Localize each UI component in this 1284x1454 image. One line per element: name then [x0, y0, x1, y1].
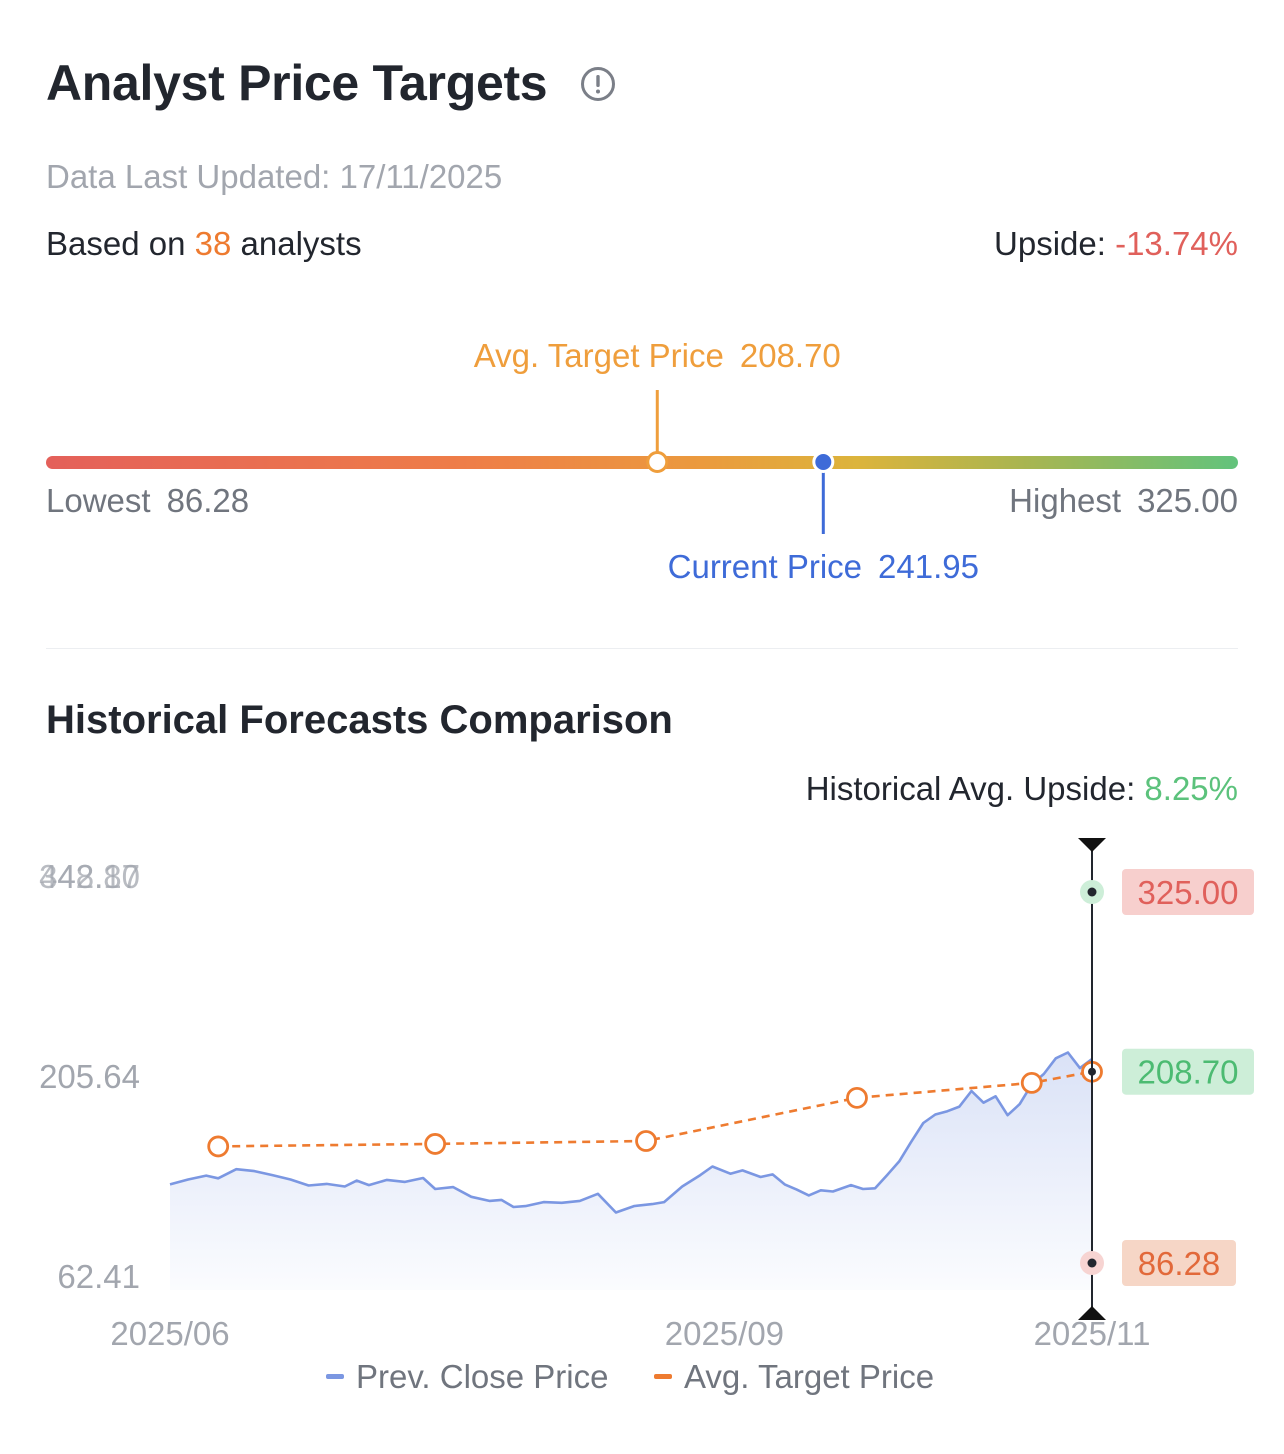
- avg-target-point[interactable]: [207, 1135, 230, 1158]
- crosshair-bottom-arrow[interactable]: [1078, 1306, 1106, 1320]
- section-divider: [46, 648, 1238, 649]
- avg-target-label: Avg. Target Price 208.70: [474, 337, 841, 375]
- range-gradient-track: [46, 456, 1238, 469]
- avg-target-points: [207, 1060, 1103, 1158]
- price-tag-avg: [1122, 1048, 1254, 1095]
- price-tag-low: [1122, 1240, 1236, 1286]
- legend-close-swatch: [326, 1374, 344, 1379]
- lowest-price: Lowest 86.28: [46, 482, 249, 520]
- avg-target-point[interactable]: [1020, 1071, 1043, 1094]
- x-tick-label: 2025/06: [110, 1315, 229, 1352]
- crosshair-top-arrow[interactable]: [1078, 838, 1106, 852]
- info-icon[interactable]: [580, 66, 616, 102]
- chart-legend: Prev. Close Price Avg. Target Price: [326, 1358, 934, 1395]
- current-price-label-text: Current Price: [667, 548, 863, 585]
- y-tick-label-top: 348.87: [39, 858, 140, 895]
- x-tick-label: 2025/09: [665, 1315, 784, 1352]
- lowest-value: 86.28: [166, 482, 250, 519]
- legend-target-swatch: [654, 1374, 672, 1379]
- y-tick-label-top: 442.10: [39, 858, 140, 895]
- current-price-label: Current Price 241.95: [668, 548, 979, 586]
- low-dot: [1087, 1258, 1097, 1268]
- price-tag-avg-text: 208.70: [1138, 1054, 1239, 1091]
- upside-label: Upside:: [994, 225, 1106, 262]
- history-title: Historical Forecasts Comparison: [46, 698, 673, 742]
- based-suffix: analysts: [240, 225, 362, 262]
- y-tick-label: 62.41: [57, 1258, 140, 1295]
- analyst-count-text: Based on 38 analysts: [46, 225, 362, 263]
- x-axis: 2025/06 2025/09 2025/11: [110, 1315, 1150, 1352]
- page-title: Analyst Price Targets: [46, 55, 548, 111]
- current-price-value: 241.95: [878, 548, 979, 585]
- crosshair[interactable]: [1078, 838, 1106, 1320]
- last-updated-value: 17/11/2025: [339, 158, 503, 195]
- avg-target-label-text: Avg. Target Price: [473, 337, 724, 374]
- close-price-line: [169, 1051, 1093, 1214]
- price-tag-high-text: 325.00: [1138, 874, 1239, 911]
- y-tick-label: 205.64: [39, 1058, 140, 1095]
- lowest-label: Lowest: [46, 482, 151, 519]
- last-updated: Data Last Updated: 17/11/2025: [46, 158, 502, 196]
- legend-close-label: Prev. Close Price: [356, 1358, 608, 1395]
- avg-target-point[interactable]: [846, 1086, 868, 1109]
- highest-value: 325.00: [1137, 482, 1238, 519]
- avg-target-point[interactable]: [635, 1130, 657, 1152]
- high-dot: [1087, 887, 1097, 897]
- avg-target-point[interactable]: [424, 1133, 447, 1155]
- upside-text: Upside: -13.74%: [994, 225, 1238, 263]
- price-range-bar: [46, 390, 1238, 534]
- highest-label: Highest: [1009, 482, 1122, 519]
- analyst-count: 38: [194, 225, 232, 262]
- highest-price: Highest 325.00: [1009, 482, 1238, 520]
- price-tag-high: [1122, 869, 1254, 915]
- historical-upside-value: 8.25%: [1144, 770, 1238, 807]
- x-tick-label: 2025/11: [1034, 1315, 1151, 1352]
- last-updated-label: Data Last Updated:: [46, 158, 331, 195]
- legend-target-label: Avg. Target Price: [684, 1358, 934, 1395]
- avg-target-value: 208.70: [739, 337, 841, 374]
- price-tag-low-text: 86.28: [1138, 1245, 1221, 1282]
- historical-upside-label: Historical Avg. Upside:: [805, 770, 1136, 807]
- current-price-marker: [812, 451, 835, 473]
- avg-target-marker: [646, 451, 669, 473]
- close-price-area: [170, 1052, 1092, 1290]
- historical-upside: Historical Avg. Upside: 8.25%: [806, 770, 1238, 808]
- based-prefix: Based on: [46, 225, 186, 262]
- price-tags: 325.00 208.70 86.28: [1122, 869, 1254, 1286]
- upside-value: -13.74%: [1115, 225, 1238, 262]
